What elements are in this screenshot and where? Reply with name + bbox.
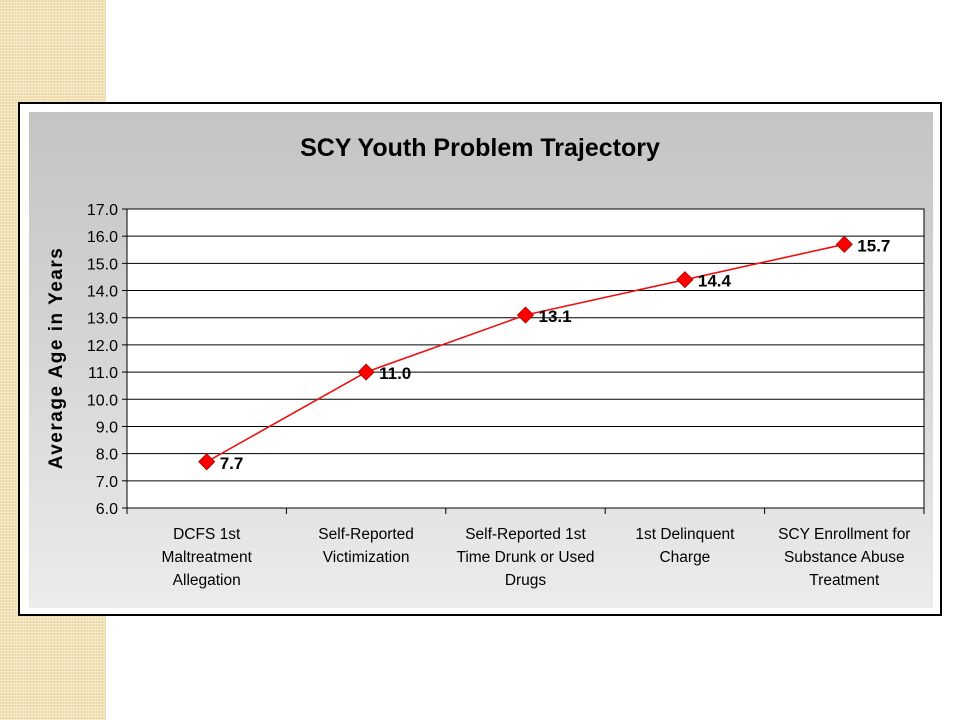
x-axis-ticks: DCFS 1st Maltreatment Allegation Self-Repor… — [126, 508, 925, 589]
y-axis-label: Average Age in Years — [46, 247, 67, 470]
y-tick-label: 13.0 — [87, 311, 118, 328]
chart-title: SCY Youth Problem Trajectory — [300, 134, 660, 162]
y-tick-label: 8.0 — [96, 447, 118, 464]
data-point-marker — [357, 363, 375, 381]
data-point-marker — [198, 453, 216, 471]
data-point-marker — [676, 271, 694, 289]
y-tick-label: 6.0 — [96, 501, 118, 518]
plot-area — [126, 208, 925, 509]
y-tick-label: 16.0 — [87, 229, 118, 246]
gridlines — [127, 235, 924, 482]
data-label: 7.7 — [220, 454, 244, 473]
x-tick-label: DCFS 1st Maltreatment Allegation — [161, 526, 252, 589]
x-tick-label: Self-Reported 1st Time Drunk or Used Drugs — [456, 526, 594, 589]
data-label: 11.0 — [379, 364, 411, 383]
data-point-marker — [516, 306, 535, 324]
y-tick-label: 9.0 — [96, 419, 118, 436]
data-label: 13.1 — [539, 307, 572, 326]
data-point-marker — [835, 235, 853, 253]
y-axis-ticks: 6.0 7.0 8.0 9.0 10.0 11.0 12.0 13.0 14.0 15.0 16.0… — [87, 202, 127, 518]
x-tick-label: SCY Enrollment for Substance Abuse Treatme… — [778, 526, 910, 589]
x-tick-label: 1st Delinquent Charge — [635, 526, 735, 566]
y-tick-label: 14.0 — [87, 284, 118, 301]
series-line: 7.7 11.0 13.1 14.4 15.7 — [198, 235, 890, 473]
y-tick-label: 10.0 — [87, 392, 118, 409]
y-tick-label: 11.0 — [88, 365, 118, 382]
y-tick-label: 7.0 — [96, 474, 118, 491]
x-tick-label: Self-Reported Victimization — [318, 526, 414, 566]
y-tick-label: 15.0 — [87, 256, 118, 273]
data-label: 15.7 — [857, 236, 890, 255]
data-label: 14.4 — [698, 272, 732, 291]
y-tick-label: 12.0 — [87, 338, 118, 355]
y-tick-label: 17.0 — [87, 202, 118, 219]
